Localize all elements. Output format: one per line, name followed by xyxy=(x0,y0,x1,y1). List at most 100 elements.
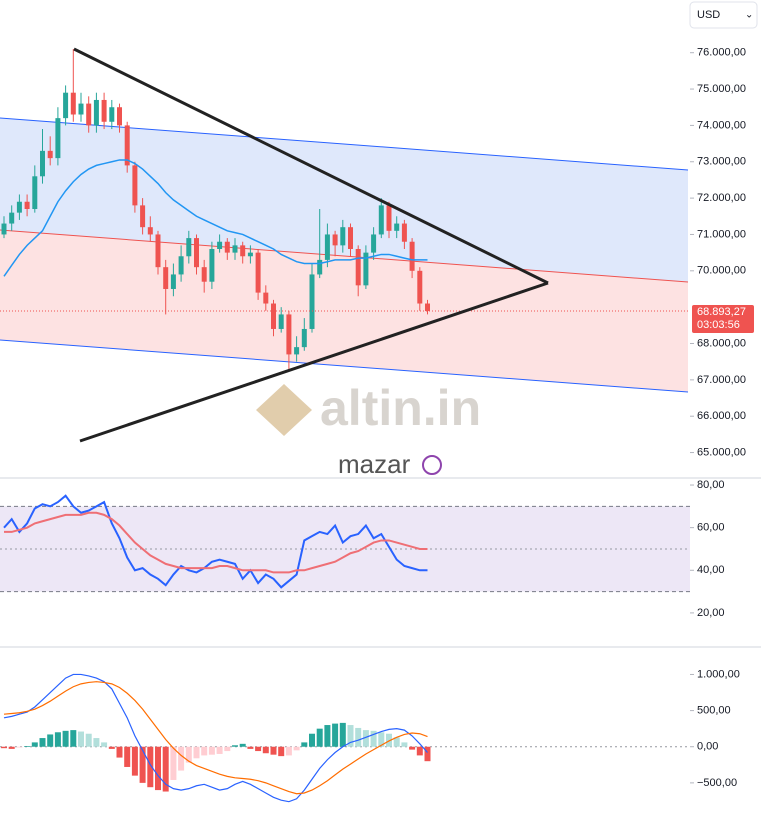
histogram-bar xyxy=(116,746,123,758)
y-tick-label: 65.000,00 xyxy=(697,446,746,458)
candle-body xyxy=(117,107,122,126)
y-tick-label: 70.000,00 xyxy=(697,265,746,277)
histogram-bar xyxy=(247,746,254,749)
y-tick-label: 500,00 xyxy=(697,705,731,717)
histogram-bar xyxy=(185,746,192,763)
histogram-bar xyxy=(93,738,100,747)
histogram-bar xyxy=(239,743,246,747)
histogram-bar xyxy=(386,733,392,747)
candle-body xyxy=(247,252,253,257)
histogram-bar xyxy=(401,742,408,747)
histogram-bar xyxy=(8,746,15,749)
histogram-bar xyxy=(216,746,223,754)
candle-body xyxy=(217,241,223,249)
y-tick-label: 73.000,00 xyxy=(697,156,746,168)
histogram-bar xyxy=(170,746,177,780)
candle-body xyxy=(1,223,7,235)
candle-body xyxy=(155,234,161,268)
candle-body xyxy=(340,227,346,246)
y-tick-label: 1.000,00 xyxy=(697,668,740,680)
candle-body xyxy=(224,241,230,253)
logo xyxy=(256,384,312,436)
histogram-bar xyxy=(201,746,208,756)
histogram-bar xyxy=(285,746,292,756)
price-tag-label: 68.893,27 xyxy=(697,306,746,318)
candle-body xyxy=(147,227,153,235)
histogram-bar xyxy=(208,746,215,755)
histogram-bar xyxy=(62,730,69,747)
histogram-bar xyxy=(124,746,131,767)
dropdown-arrow: ⌄ xyxy=(745,10,753,21)
channel-top xyxy=(0,117,689,171)
candle-body xyxy=(140,205,146,228)
triangle-upper xyxy=(73,47,549,285)
histogram-bar xyxy=(278,746,285,757)
watermark-brand: altin.in xyxy=(320,380,481,436)
histogram-bar xyxy=(224,746,231,752)
histogram-bar xyxy=(155,746,161,791)
candle-body xyxy=(86,103,92,126)
candle-body xyxy=(409,241,415,271)
histogram-bar xyxy=(301,742,308,747)
histogram-bar xyxy=(339,722,346,747)
candle-body xyxy=(401,223,407,242)
rsi-line xyxy=(3,494,428,589)
currency-select[interactable] xyxy=(689,1,758,29)
histogram-bar xyxy=(309,733,315,747)
candle-body xyxy=(417,270,423,304)
candle-body xyxy=(278,314,284,329)
histogram-bar xyxy=(378,732,385,747)
histogram-bar xyxy=(39,738,46,747)
candle-body xyxy=(240,245,246,257)
candle-body xyxy=(209,248,215,282)
histogram-bar xyxy=(316,728,323,747)
candle-body xyxy=(309,274,315,329)
histogram-bar xyxy=(70,730,77,747)
rsi-line xyxy=(4,511,428,574)
candle-body xyxy=(425,303,430,312)
candle-body xyxy=(355,248,361,286)
y-tick-label: 75.000,00 xyxy=(697,83,746,95)
moving-average xyxy=(3,159,428,277)
histogram-bar xyxy=(416,746,423,756)
histogram-bar xyxy=(178,746,185,771)
candle-body xyxy=(47,150,53,159)
candle-body xyxy=(301,328,307,348)
watermark-sub: mazar xyxy=(338,449,411,479)
histogram-bar xyxy=(101,742,108,747)
candle-body xyxy=(363,252,369,286)
y-tick-label: 68.000,00 xyxy=(697,337,746,349)
candle-body xyxy=(63,92,69,119)
candle-body xyxy=(78,103,84,115)
candle-body xyxy=(386,205,392,231)
y-tick-label: −500,00 xyxy=(697,777,737,789)
watermark: altin.in xyxy=(256,380,481,436)
candle-body xyxy=(170,274,176,289)
histogram-bar xyxy=(370,730,377,747)
candle-body xyxy=(93,99,99,126)
candle-body xyxy=(232,245,238,253)
plot xyxy=(0,49,690,803)
histogram-bar xyxy=(347,725,354,747)
candle-body xyxy=(124,125,130,166)
histogram-bar xyxy=(47,734,54,747)
histogram-bar xyxy=(147,746,154,788)
histogram-bar xyxy=(24,746,31,747)
channel-mid xyxy=(0,229,689,283)
candle-body xyxy=(255,252,261,293)
histogram-bar xyxy=(78,731,84,747)
y-tick-label: 80,00 xyxy=(697,479,725,491)
y-tick-label: 76.000,00 xyxy=(697,47,746,59)
candle-body xyxy=(394,223,400,231)
channel-lower xyxy=(0,230,688,392)
y-tick-label: 0,00 xyxy=(697,741,718,753)
candle-body xyxy=(32,176,38,210)
histogram-bar xyxy=(262,746,269,754)
candle-body xyxy=(317,259,323,275)
histogram-bar xyxy=(54,732,61,747)
candle-body xyxy=(186,238,192,257)
candle-body xyxy=(9,212,15,224)
histogram-bar xyxy=(324,725,331,747)
histogram-bar xyxy=(16,746,23,748)
histogram-bar xyxy=(293,746,300,751)
